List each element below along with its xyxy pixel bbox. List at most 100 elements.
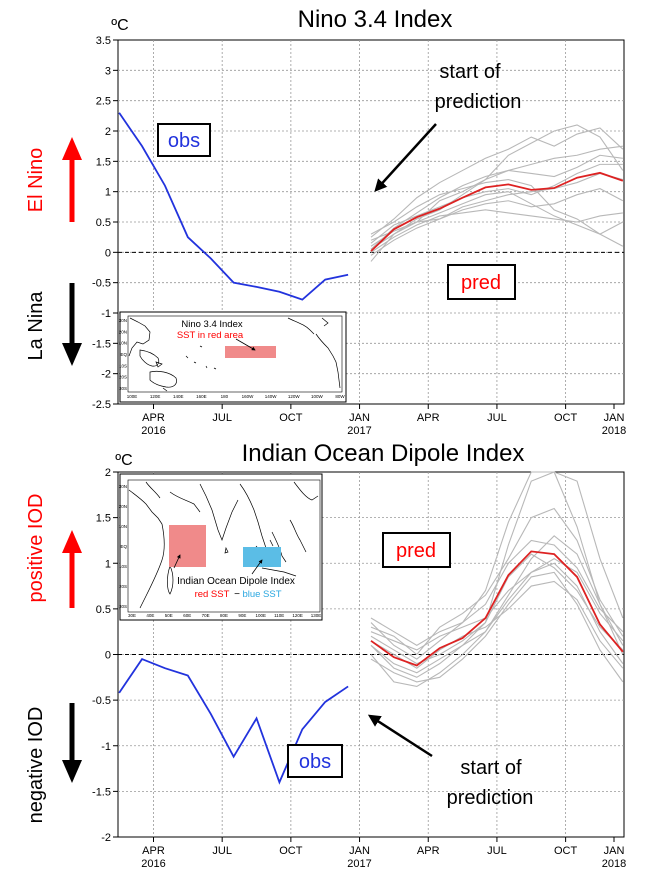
y-tick-label: 2.5: [96, 96, 111, 108]
inset-lon-label: 100E: [256, 613, 267, 618]
inset-lat-label: EQ: [120, 544, 127, 549]
iod-title: Indian Ocean Dipole Index: [242, 440, 525, 467]
iod-inset-map: Indian Ocean Dipole Index red SST − blue…: [119, 473, 323, 621]
y-tick-label: 2: [105, 126, 111, 138]
x-tick-label: OCT: [554, 845, 578, 857]
x-year-label: 2016: [141, 425, 165, 437]
iod-east-box: [243, 547, 281, 567]
iod-unit: ºC: [115, 452, 132, 469]
nino34-inset-lat-labels: 30N 20N 10N EQ 10S 20S 30S: [119, 318, 128, 391]
x-tick-label: APR: [417, 412, 440, 424]
x-year-label: 2018: [602, 858, 626, 870]
inset-lat-label: 10S: [119, 363, 127, 368]
x-tick-label: JAN: [349, 412, 370, 424]
iod-start-label-2: prediction: [447, 787, 534, 809]
y-tick-label: 1: [105, 187, 111, 199]
nino34-start-arrow: [374, 123, 437, 192]
la-nina-arrow: [62, 283, 82, 366]
ensemble-member-line: [370, 539, 624, 647]
ensemble-member-line: [370, 562, 624, 688]
inset-lat-label: 10S: [119, 564, 127, 569]
ensemble-member-line: [370, 154, 623, 250]
x-year-label: 2018: [602, 425, 626, 437]
iod-pred-label: pred: [396, 540, 436, 562]
ensemble-member-line: [370, 209, 623, 253]
inset-lon-label: 160E: [196, 394, 207, 399]
y-tick-label: 2: [105, 467, 111, 479]
nino34-inset-title: Nino 3.4 Index: [181, 319, 243, 330]
negative-iod-label: negative IOD: [25, 707, 47, 824]
inset-lat-label: 20S: [119, 375, 127, 380]
ensemble-member-line: [370, 188, 624, 256]
iod-inset-coastlines: [128, 481, 319, 609]
nino34-unit: ºC: [111, 17, 128, 34]
iod-west-box: [169, 525, 206, 567]
ensemble-member-line: [370, 127, 624, 238]
nino34-pred-box: [447, 264, 516, 300]
y-tick-label: -1: [101, 741, 111, 753]
iod-inset-blue-label: blue SST: [242, 589, 281, 600]
positive-iod-label: positive IOD: [25, 494, 47, 603]
iod-ensemble-members: [370, 471, 624, 688]
nino34-start-label-2: prediction: [435, 91, 522, 113]
negative-iod-arrow: [62, 703, 82, 783]
x-tick-label: APR: [417, 845, 440, 857]
pred-mean-line: [370, 550, 624, 667]
nino34-title: Nino 3.4 Index: [298, 6, 453, 33]
inset-lon-label: 180: [221, 394, 229, 399]
iod-inset-title: Indian Ocean Dipole Index: [177, 576, 295, 587]
nino34-panel: Nino 3.4 Index ºC 3.5 3 2.5 2 1.5 1 0.5 0 -0.5 -1…: [25, 6, 626, 437]
nino34-pred-label: pred: [461, 272, 501, 294]
iod-obs-box: [287, 744, 343, 778]
pred-mean-line: [370, 171, 624, 252]
iod-start-arrow: [367, 714, 433, 758]
inset-lat-label: 30S: [119, 604, 127, 609]
y-tick-label: 1: [105, 558, 111, 570]
el-nino-label: El Nino: [25, 148, 47, 212]
inset-lon-label: 140E: [173, 394, 184, 399]
ensemble-member-line: [370, 535, 624, 674]
x-year-label: 2016: [141, 858, 165, 870]
la-nina-label: La Nina: [25, 291, 47, 361]
obs-line: [118, 112, 349, 301]
iod-inset-lat-labels: 30N 20N 10N EQ 10S 20S 30S: [119, 484, 128, 609]
inset-lon-label: 110E: [274, 613, 284, 618]
x-tick-label: JAN: [349, 845, 370, 857]
ensemble-member-line: [370, 580, 624, 669]
inset-lon-label: 140W: [265, 394, 278, 399]
y-tick-label: 0.5: [96, 604, 111, 616]
inset-lon-label: 90E: [238, 613, 246, 618]
nino34-region-box: [225, 346, 276, 358]
y-tick-label: 3.5: [96, 35, 111, 47]
y-tick-label: -2: [101, 832, 111, 844]
ensemble-member-line: [370, 507, 624, 656]
el-nino-arrow: [62, 137, 82, 222]
inset-lon-label: 80W: [335, 394, 345, 399]
inset-lon-label: 70E: [202, 613, 210, 618]
inset-lon-label: 130E: [311, 613, 322, 618]
y-tick-label: 0: [105, 650, 111, 662]
x-tick-label: OCT: [279, 412, 303, 424]
nino34-y-axis: 3.5 3 2.5 2 1.5 1 0.5 0 -0.5 -1 -1.5 -2 -2.5: [92, 35, 118, 411]
iod-inset-red-label: red SST: [195, 589, 230, 600]
iod-inset-lon-labels: 30E 40E 50E 60E 70E 80E 90E 100E 110E 120E 130E: [128, 613, 321, 618]
inset-lat-label: 30S: [119, 386, 127, 391]
y-tick-label: 3: [105, 65, 111, 77]
nino34-inset-subtitle: SST in red area: [177, 330, 244, 341]
x-tick-label: APR: [142, 845, 165, 857]
inset-lat-label: 20N: [119, 329, 127, 334]
y-tick-label: 1.5: [96, 156, 111, 168]
y-tick-label: -0.5: [92, 695, 111, 707]
inset-lon-label: 80E: [220, 613, 228, 618]
y-tick-label: 0: [105, 247, 111, 259]
iod-obs-label: obs: [299, 751, 331, 773]
inset-lat-label: 30N: [119, 484, 127, 489]
y-tick-label: -1: [101, 308, 111, 320]
x-tick-label: JUL: [487, 845, 507, 857]
inset-lat-label: 20S: [119, 584, 127, 589]
nino34-ensemble-members: [370, 124, 624, 262]
inset-lat-label: 20N: [119, 504, 127, 509]
